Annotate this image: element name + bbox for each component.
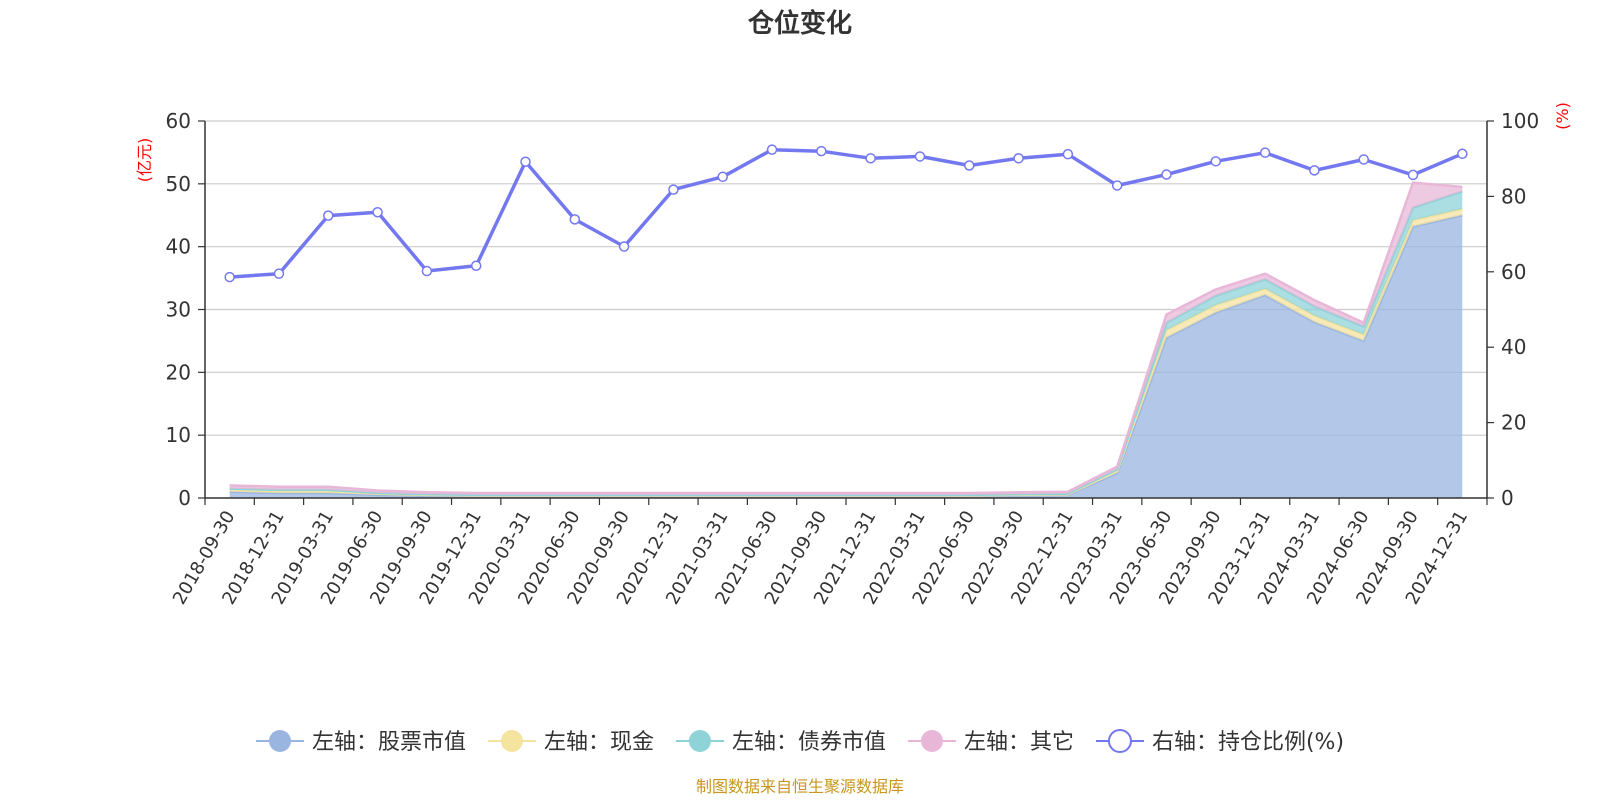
- ratio-point: [470, 260, 482, 272]
- ratio-point: [1259, 147, 1271, 158]
- legend-marker: [688, 730, 711, 752]
- stacked-areas: [229, 181, 1463, 499]
- chart-title: 仓位变化: [747, 8, 852, 39]
- left-tick-label: 20: [166, 360, 191, 384]
- legend-item[interactable]: 右轴：持仓比例(%): [1095, 729, 1344, 755]
- ratio-point: [618, 241, 630, 252]
- area-edge-左轴：其它: [229, 181, 1463, 495]
- ratio-point: [323, 210, 334, 221]
- legend-label: 右轴：持仓比例(%): [1152, 730, 1344, 755]
- right-axis-unit: (%): [1553, 102, 1572, 130]
- left-tick-label: 40: [166, 235, 191, 259]
- right-tick-label: 40: [1501, 335, 1526, 359]
- ratio-point: [520, 156, 531, 167]
- legend-marker: [500, 730, 523, 752]
- ratio-line-path: [229, 147, 1463, 279]
- ratio-point: [372, 206, 383, 218]
- right-tick-label: 80: [1501, 184, 1526, 208]
- ratio-point: [1457, 148, 1468, 160]
- legend-label: 左轴：股票市值: [312, 730, 466, 755]
- legend-marker: [920, 730, 943, 752]
- left-axis-unit: (亿元): [135, 138, 154, 183]
- ratio-point: [717, 171, 728, 183]
- ratio-point: [816, 145, 827, 157]
- left-tick-label: 50: [166, 172, 191, 196]
- ratio-point: [964, 160, 975, 171]
- legend-label: 左轴：现金: [544, 730, 654, 755]
- legend-item[interactable]: 左轴：股票市值: [255, 730, 466, 755]
- ratio-point: [569, 214, 581, 225]
- right-tick-label: 60: [1501, 260, 1526, 284]
- legend-item[interactable]: 左轴：现金: [487, 730, 654, 755]
- legend-marker: [1107, 729, 1132, 753]
- right-tick-label: 20: [1501, 411, 1526, 435]
- ratio-point: [1161, 169, 1172, 180]
- ratio-point: [273, 268, 285, 279]
- ratio-point: [1062, 148, 1074, 160]
- legend-label: 左轴：其它: [964, 730, 1074, 755]
- legend-item[interactable]: 左轴：债券市值: [675, 730, 886, 755]
- ratio-point: [421, 265, 433, 277]
- ratio-point: [1210, 156, 1222, 167]
- legend[interactable]: 左轴：股票市值 左轴：现金 左轴：债券市值 左轴：其它 右轴：持仓比例(%): [255, 729, 1344, 755]
- ratio-point: [668, 184, 679, 195]
- area-左轴：股票市值: [229, 215, 1463, 499]
- legend-label: 左轴：债券市值: [732, 730, 886, 755]
- ratio-point: [865, 153, 876, 164]
- source-note: 制图数据来自恒生聚源数据库: [696, 777, 904, 796]
- left-tick-label: 60: [166, 109, 191, 133]
- ratio-point: [1407, 169, 1419, 181]
- ratio-point: [1309, 165, 1320, 176]
- ratio-point: [224, 271, 235, 283]
- left-tick-label: 0: [178, 486, 191, 510]
- right-tick-label: 100: [1501, 109, 1539, 133]
- ratio-point: [1358, 154, 1369, 165]
- ratio-point: [914, 151, 926, 162]
- ratio-point: [766, 144, 778, 155]
- left-tick-label: 10: [166, 423, 191, 447]
- legend-marker: [268, 730, 291, 752]
- legend-item[interactable]: 左轴：其它: [907, 730, 1074, 755]
- ratio-point: [1013, 153, 1024, 164]
- right-tick-label: 0: [1501, 486, 1514, 510]
- position-ratio-line: [224, 144, 1468, 283]
- ratio-point: [1111, 180, 1123, 191]
- left-tick-label: 30: [166, 298, 191, 322]
